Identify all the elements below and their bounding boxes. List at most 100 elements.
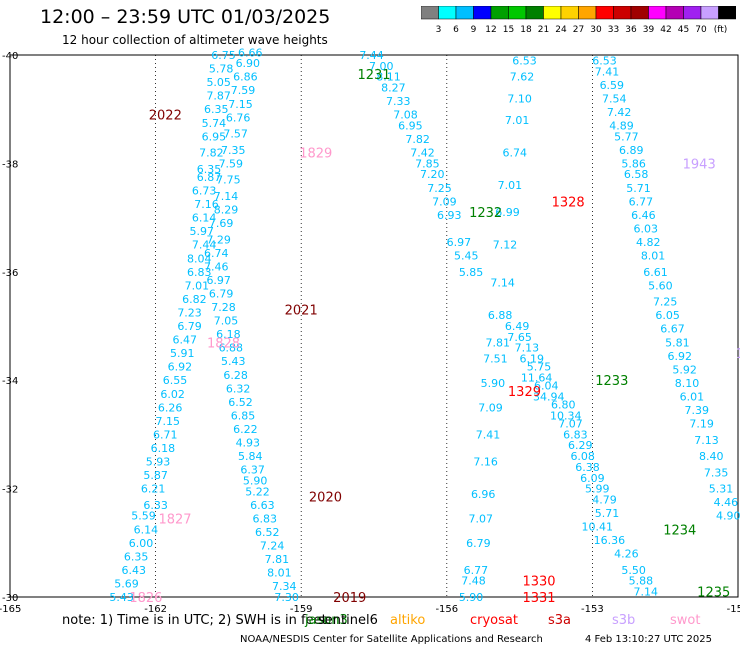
wave-height-value: 6.35 [204,103,229,116]
pass-time-label: 1829 [299,147,332,162]
wave-height-value: 8.29 [214,203,239,216]
colorbar-tick-label: 27 [573,25,584,35]
wave-height-value: 7.08 [393,109,418,122]
y-tick-label: -36 [2,268,18,279]
wave-height-value: 6.63 [250,499,275,512]
wave-height-value: 5.91 [170,347,195,360]
wave-height-value: 6.79 [209,287,234,300]
wave-height-value: 6.83 [563,428,588,441]
colorbar-tick-label: 9 [471,25,477,35]
wave-height-value: 5.86 [621,157,646,170]
wave-height-value: 6.03 [634,222,659,235]
pass-time-label: 2022 [149,109,182,124]
pass-time-label: 2021 [285,304,318,319]
wave-height-value: 6.14 [192,212,217,225]
satellite-legend-s3a: s3a [548,613,572,628]
wave-height-value: 6.90 [236,57,261,70]
wave-height-value: 6.52 [228,396,253,409]
colorbar-unit: (ft) [714,25,728,35]
wave-height-value: 5.90 [481,377,506,390]
y-tick-label: -40 [2,51,18,62]
wave-height-value: 6.76 [226,111,251,124]
wave-height-value: 5.75 [527,361,552,374]
wave-height-value: 6.79 [177,320,202,333]
wave-height-value: 7.81 [265,553,290,566]
wave-height-value: 6.35 [197,163,222,176]
wave-height-value: 6.18 [151,442,176,455]
wave-height-value: 7.25 [427,182,452,195]
wave-height-value: 4.79 [592,493,617,506]
wave-height-value: 6.33 [143,499,168,512]
wave-height-value: 7.07 [469,512,494,525]
pass-time-label: 1231 [357,68,390,83]
wave-height-value: 8.01 [267,567,292,580]
wave-height-value: 6.67 [660,323,685,336]
wave-height-value: 5.90 [459,591,484,604]
satellite-legend-swot: swot [670,613,701,628]
color-scale-legend: 3 6 9 12 15 18 21 24 27 30 33 36 39 42 45 70 (ft) [421,6,736,35]
wave-height-value: 5.05 [206,76,231,89]
wave-height-value: 7.35 [704,466,729,479]
wave-height-value: 6.83 [187,266,212,279]
wave-height-value: 7.05 [214,315,239,328]
wave-height-value: 6.74 [502,147,527,160]
wave-height-value: 8.10 [675,377,700,390]
wave-height-value: 11.64 [521,371,553,384]
wave-height-value: 6.38 [575,461,600,474]
wave-height-value: 7.59 [219,157,244,170]
satellite-legend-s3b: s3b [612,613,636,628]
colorbar-tick-label: 3 [436,25,442,35]
wave-height-value: 6.71 [153,428,178,441]
wave-height-value: 8.11 [376,71,401,84]
wave-height-value: 6.61 [643,266,668,279]
colorbar-tick-label: 15 [503,25,514,35]
wave-height-value: 7.00 [369,60,394,73]
wave-height-value: 5.93 [146,456,171,469]
wave-height-value: 5.71 [595,507,620,520]
wave-height-value: 5.22 [245,485,270,498]
wave-height-value: 5.78 [209,63,234,76]
wave-height-value: 6.32 [226,382,251,395]
wave-height-value: 6.26 [158,401,183,414]
colorbar-tick-label: 42 [660,25,671,35]
wave-height-value: 7.48 [461,575,486,588]
wave-height-value: 6.85 [231,409,256,422]
wave-height-value: 6.82 [182,293,207,306]
wave-height-value: 6.09 [580,472,605,485]
wave-height-value: 7.14 [634,586,659,599]
colorbar-tick-label: 21 [538,25,549,35]
wave-height-value: 5.99 [585,483,610,496]
wave-height-value: 4.26 [614,548,639,561]
wave-height-value: 6.02 [160,388,185,401]
wave-height-value: 6.59 [600,79,625,92]
wave-height-value: 5.69 [114,577,139,590]
colorbar-tick-label: 39 [643,25,655,35]
wave-height-value: 6.95 [398,119,423,132]
colorbar-tick-label: 24 [555,25,567,35]
colorbar-tick-label: 6 [453,25,459,35]
wave-height-value: 7.16 [473,456,498,469]
pass-time-label: 1235 [697,586,730,601]
wave-height-value: 7.51 [483,353,508,366]
wave-height-value: 6.88 [219,342,244,355]
wave-height-value: 7.12 [493,239,518,252]
pass-time-label: 1330 [522,575,555,590]
satellite-legend-altiko: altiko [390,613,426,628]
wave-height-value: 6.66 [238,46,263,59]
wave-height-value: 5.43 [109,591,134,604]
pass-time-label: 1826 [129,591,162,606]
wave-height-value: 7.14 [490,277,515,290]
wave-height-value: 5.85 [459,266,484,279]
wave-height-value: 6.89 [619,144,644,157]
wave-height-value: 7.01 [498,179,523,192]
wave-height-value: 6.04 [534,380,559,393]
x-tick-label: -159 [290,604,313,615]
x-tick-label: -150 [727,604,740,615]
wave-height-value: 7.44 [192,239,217,252]
wave-height-value: 6.53 [592,54,617,67]
credit-line: NOAA/NESDIS Center for Satellite Applica… [240,634,543,645]
wave-height-value: 7.34 [272,580,297,593]
pass-time-label: 2020 [309,491,342,506]
wave-height-value: 6.01 [680,390,705,403]
wave-height-value: 7.33 [386,95,411,108]
